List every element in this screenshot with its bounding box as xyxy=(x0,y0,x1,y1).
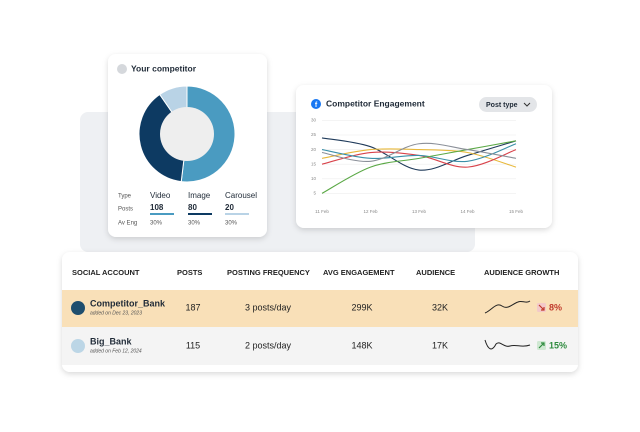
posts-value: 20 xyxy=(225,203,234,212)
posts-value: 80 xyxy=(188,203,197,212)
posts-underline xyxy=(188,213,212,215)
column-header: AVG ENGAGEMENT xyxy=(323,268,395,277)
y-tick-label: 30 xyxy=(311,118,317,123)
growth: 15% xyxy=(549,340,567,350)
type-label: Image xyxy=(188,191,211,200)
facebook-icon xyxy=(311,99,321,109)
account-avatar xyxy=(71,339,85,353)
series-line xyxy=(321,143,517,163)
row-label: Av Eng xyxy=(118,221,137,227)
type-label: Video xyxy=(150,191,171,200)
row-background xyxy=(62,327,578,365)
card-title: Competitor Engagement xyxy=(326,98,425,108)
y-tick-label: 20 xyxy=(311,147,317,152)
series-line xyxy=(321,142,517,162)
y-tick-label: 5 xyxy=(313,191,316,196)
posts-underline xyxy=(150,213,174,215)
type-label: Carousel xyxy=(225,191,257,200)
y-tick-label: 15 xyxy=(311,161,317,166)
down-arrow xyxy=(538,304,545,311)
posts: 115 xyxy=(186,340,200,350)
column-header: AUDIENCE GROWTH xyxy=(484,268,559,277)
row-label: Type xyxy=(118,194,132,200)
sparkline xyxy=(484,300,531,314)
card-title: Your competitor xyxy=(131,63,197,73)
x-tick-label: 11 Feb xyxy=(315,209,329,214)
x-tick-label: 14 Feb xyxy=(460,209,475,214)
account-name: Big_Bank xyxy=(90,336,133,346)
x-tick-label: 12 Feb xyxy=(363,209,378,214)
posts: 187 xyxy=(185,302,200,312)
posts-value: 108 xyxy=(150,203,164,212)
growth: 8% xyxy=(549,302,562,312)
table: SOCIAL ACCOUNT POSTS POSTING FREQUENCY AVG … xyxy=(72,268,567,354)
column-header: POSTING FREQUENCY xyxy=(227,268,310,277)
audience: 17K xyxy=(432,340,448,350)
column-header: SOCIAL ACCOUNT xyxy=(72,268,140,277)
posts-underline xyxy=(225,213,249,215)
account-added: added on Feb 12, 2024 xyxy=(90,348,142,354)
post-type-button[interactable] xyxy=(479,97,537,112)
series-line xyxy=(321,148,517,168)
engagement: 299K xyxy=(351,302,372,312)
account-avatar xyxy=(71,301,85,315)
chevron xyxy=(523,102,531,107)
row-label: Posts xyxy=(118,207,133,213)
y-tick-label: 25 xyxy=(311,132,317,137)
account-added: added on Dec 23, 2023 xyxy=(90,310,142,316)
up-arrow xyxy=(538,342,545,349)
y-tick-label: 10 xyxy=(311,176,317,181)
engagement-value: 30% xyxy=(225,221,238,227)
button-label[interactable]: Post type xyxy=(486,102,518,109)
facebook-f: f xyxy=(315,102,318,109)
engagement: 148K xyxy=(351,340,372,350)
frequency: 3 posts/day xyxy=(245,302,292,312)
donut-hole xyxy=(160,107,214,161)
row-highlight xyxy=(62,290,578,327)
sparkline xyxy=(484,339,531,350)
series-line xyxy=(321,137,517,171)
column-header: POSTS xyxy=(177,268,202,277)
engagement-value: 30% xyxy=(188,221,201,227)
audience: 32K xyxy=(432,302,448,312)
engagement-value: 30% xyxy=(150,221,163,227)
x-tick-label: 13 Feb xyxy=(412,209,427,214)
column-header: AUDIENCE xyxy=(416,268,455,277)
account-name: Competitor_Bank xyxy=(90,298,166,308)
series-line xyxy=(321,140,517,194)
avatar xyxy=(117,64,127,74)
line-chart: 5 10 15 20 25 30 11 Feb 12 Feb 13 Feb 14 Feb 15 Fe… xyxy=(311,118,524,215)
x-tick-label: 15 Feb xyxy=(509,209,524,214)
frequency: 2 posts/day xyxy=(245,340,292,350)
